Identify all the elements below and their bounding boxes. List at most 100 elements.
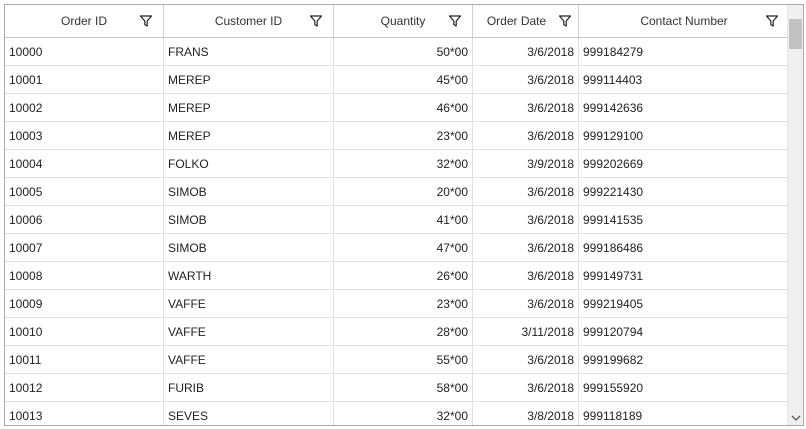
cell-quantity[interactable]: 41*00 — [334, 206, 473, 233]
cell-contact[interactable]: 999142636 — [583, 100, 644, 115]
cell-contact[interactable]: 999118189 — [583, 408, 643, 423]
cell-order-date[interactable]: 3/6/2018 — [473, 178, 579, 205]
cell-contact[interactable]: 999129100 — [583, 128, 644, 143]
cell-order-date[interactable]: 3/6/2018 — [473, 374, 579, 401]
chevron-down-icon[interactable] — [791, 414, 801, 422]
cell-order-date[interactable]: 3/6/2018 — [473, 94, 579, 121]
table-row[interactable]: 10002 MEREP 46*00 3/6/2018 999142636 — [5, 94, 789, 122]
cell-quantity[interactable]: 55*00 — [334, 346, 473, 373]
table-row[interactable]: 10007 SIMOB 47*00 3/6/2018 999186486 — [5, 234, 789, 262]
cell-quantity[interactable]: 20*00 — [334, 178, 473, 205]
cell-customer-id[interactable]: MEREP — [164, 94, 334, 121]
cell-quantity[interactable]: 58*00 — [334, 374, 473, 401]
cell-contact[interactable]: 999186486 — [583, 240, 644, 255]
filter-icon[interactable] — [309, 14, 323, 28]
cell-order-id[interactable]: 10006 — [5, 206, 164, 233]
cell-order-date[interactable]: 3/6/2018 — [473, 206, 579, 233]
cell-quantity[interactable]: 23*00 — [334, 290, 473, 317]
cell-order-id[interactable]: 10010 — [5, 318, 164, 345]
cell-customer-id[interactable]: SEVES — [164, 402, 334, 425]
cell-quantity[interactable]: 50*00 — [334, 38, 473, 65]
cell-quantity[interactable]: 32*00 — [334, 402, 473, 425]
filter-icon[interactable] — [448, 14, 462, 28]
scrollbar-thumb[interactable] — [789, 19, 802, 49]
cell-contact[interactable]: 999120794 — [583, 324, 644, 339]
cell-customer-id[interactable]: WARTH — [164, 262, 334, 289]
vertical-scrollbar[interactable] — [787, 5, 803, 425]
table-row[interactable]: 10001 MEREP 45*00 3/6/2018 999114403 — [5, 66, 789, 94]
table-row[interactable]: 10013 SEVES 32*00 3/8/2018 999118189 — [5, 402, 789, 425]
column-header-quantity[interactable]: Quantity — [334, 5, 473, 37]
cell-customer-id[interactable]: SIMOB — [164, 178, 334, 205]
cell-order-id[interactable]: 10004 — [5, 150, 164, 177]
cell-quantity[interactable]: 23*00 — [334, 122, 473, 149]
cell-contact[interactable]: 999149731 — [583, 268, 644, 283]
cell-order-id[interactable]: 10001 — [5, 66, 164, 93]
cell-order-date[interactable]: 3/8/2018 — [473, 402, 579, 425]
cell-contact[interactable]: 999155920 — [583, 380, 644, 395]
cell-quantity[interactable]: 46*00 — [334, 94, 473, 121]
cell-contact[interactable]: 999141535 — [583, 212, 644, 227]
grid-header: Order ID Customer ID Quantity Order Date… — [5, 5, 789, 38]
table-row[interactable]: 10012 FURIB 58*00 3/6/2018 999155920 — [5, 374, 789, 402]
cell-contact[interactable]: 999219405 — [583, 296, 644, 311]
cell-quantity[interactable]: 45*00 — [334, 66, 473, 93]
column-header-order-date[interactable]: Order Date — [473, 5, 579, 37]
cell-order-date[interactable]: 3/6/2018 — [473, 122, 579, 149]
table-row[interactable]: 10009 VAFFE 23*00 3/6/2018 999219405 — [5, 290, 789, 318]
cell-customer-id[interactable]: VAFFE — [164, 318, 334, 345]
filter-icon[interactable] — [558, 14, 572, 28]
cell-customer-id[interactable]: SIMOB — [164, 206, 334, 233]
filter-icon[interactable] — [765, 14, 779, 28]
cell-contact[interactable]: 999114403 — [583, 72, 643, 87]
column-header-contact-number[interactable]: Contact Number — [579, 5, 789, 37]
table-row[interactable]: 10000 FRANS 50*00 3/6/2018 999184279 — [5, 38, 789, 66]
cell-customer-id[interactable]: FRANS — [164, 38, 334, 65]
cell-customer-id[interactable]: MEREP — [164, 122, 334, 149]
cell-order-id[interactable]: 10011 — [5, 346, 164, 373]
cell-order-date[interactable]: 3/6/2018 — [473, 38, 579, 65]
cell-order-date[interactable]: 3/11/2018 — [473, 318, 579, 345]
cell-order-date[interactable]: 3/6/2018 — [473, 234, 579, 261]
cell-order-id[interactable]: 10003 — [5, 122, 164, 149]
cell-order-id[interactable]: 10009 — [5, 290, 164, 317]
cell-order-id[interactable]: 10012 — [5, 374, 164, 401]
cell-order-date[interactable]: 3/6/2018 — [473, 262, 579, 289]
cell-quantity[interactable]: 26*00 — [334, 262, 473, 289]
column-header-label: Customer ID — [214, 14, 283, 28]
cell-order-id[interactable]: 10005 — [5, 178, 164, 205]
cell-customer-id[interactable]: VAFFE — [164, 346, 334, 373]
cell-customer-id[interactable]: VAFFE — [164, 290, 334, 317]
cell-customer-id[interactable]: FOLKO — [164, 150, 334, 177]
cell-customer-id[interactable]: MEREP — [164, 66, 334, 93]
table-row[interactable]: 10005 SIMOB 20*00 3/6/2018 999221430 — [5, 178, 789, 206]
table-row[interactable]: 10008 WARTH 26*00 3/6/2018 999149731 — [5, 262, 789, 290]
table-row[interactable]: 10004 FOLKO 32*00 3/9/2018 999202669 — [5, 150, 789, 178]
cell-order-id[interactable]: 10008 — [5, 262, 164, 289]
cell-quantity[interactable]: 47*00 — [334, 234, 473, 261]
cell-order-id[interactable]: 10000 — [5, 38, 164, 65]
table-row[interactable]: 10010 VAFFE 28*00 3/11/2018 999120794 — [5, 318, 789, 346]
cell-customer-id[interactable]: FURIB — [164, 374, 334, 401]
cell-order-id[interactable]: 10007 — [5, 234, 164, 261]
cell-order-date[interactable]: 3/9/2018 — [473, 150, 579, 177]
table-row[interactable]: 10006 SIMOB 41*00 3/6/2018 999141535 — [5, 206, 789, 234]
cell-quantity[interactable]: 32*00 — [334, 150, 473, 177]
cell-contact[interactable]: 999199682 — [583, 352, 644, 367]
cell-customer-id[interactable]: SIMOB — [164, 234, 334, 261]
cell-order-date[interactable]: 3/6/2018 — [473, 290, 579, 317]
cell-contact[interactable]: 999221430 — [583, 184, 644, 199]
cell-contact[interactable]: 999184279 — [583, 44, 644, 59]
cell-order-date[interactable]: 3/6/2018 — [473, 66, 579, 93]
column-header-customer-id[interactable]: Customer ID — [164, 5, 334, 37]
cell-order-date[interactable]: 3/6/2018 — [473, 346, 579, 373]
cell-order-id[interactable]: 10002 — [5, 94, 164, 121]
filter-icon[interactable] — [139, 14, 153, 28]
cell-contact[interactable]: 999202669 — [583, 156, 644, 171]
cell-quantity[interactable]: 28*00 — [334, 318, 473, 345]
table-row[interactable]: 10003 MEREP 23*00 3/6/2018 999129100 — [5, 122, 789, 150]
column-header-label: Contact Number — [640, 14, 728, 28]
table-row[interactable]: 10011 VAFFE 55*00 3/6/2018 999199682 — [5, 346, 789, 374]
column-header-order-id[interactable]: Order ID — [5, 5, 164, 37]
cell-order-id[interactable]: 10013 — [5, 402, 164, 425]
